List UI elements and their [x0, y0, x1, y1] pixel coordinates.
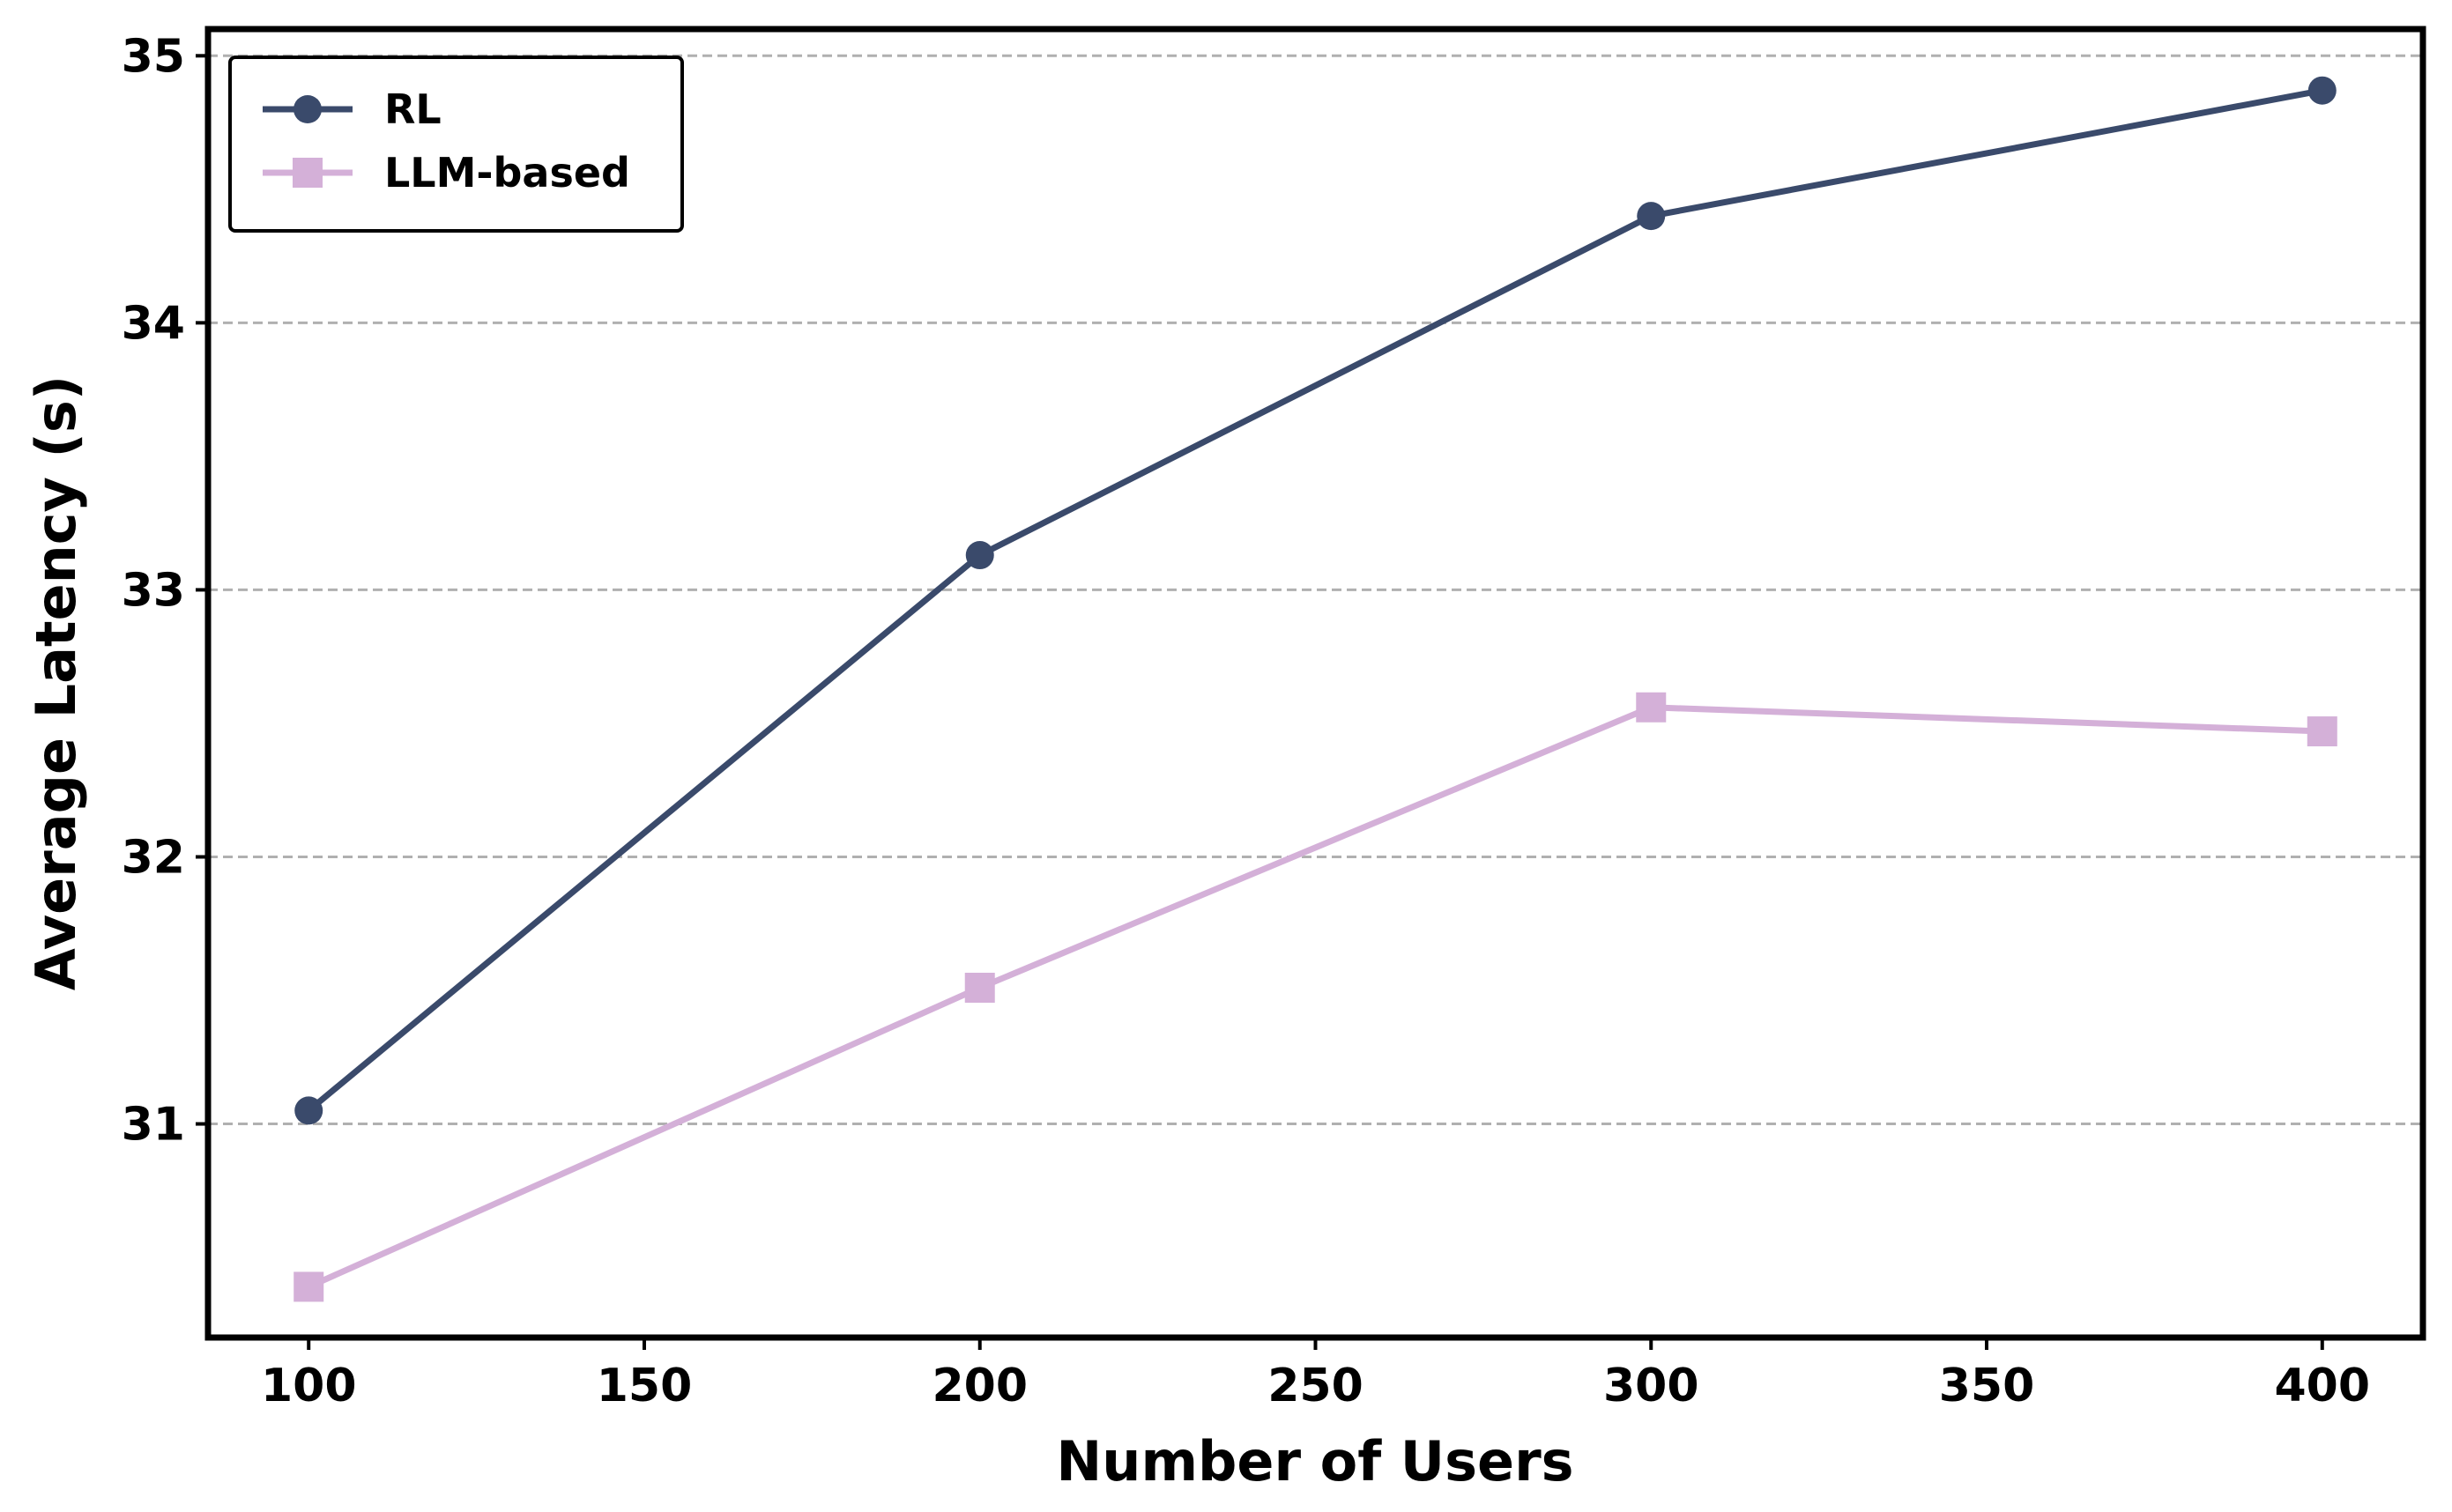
y-tick-label: 35 [122, 30, 185, 83]
legend: RL LLM-based [228, 56, 684, 233]
x-tick-label: 350 [1939, 1360, 2035, 1412]
data-point-llm-based [2307, 716, 2337, 747]
series-llm-based [293, 692, 2337, 1302]
x-tick-label: 300 [1603, 1360, 1699, 1412]
x-tick-label: 150 [597, 1360, 693, 1412]
series-layer [293, 76, 2337, 1302]
y-tick-label: 33 [122, 564, 185, 617]
y-tick-label: 34 [122, 297, 185, 350]
series-rl [294, 76, 2337, 1125]
data-point-rl [2307, 76, 2337, 105]
y-tick-label: 31 [122, 1099, 185, 1152]
x-tick-label: 250 [1267, 1360, 1363, 1412]
y-axis: 31 32 33 34 35 [122, 30, 208, 1152]
y-axis-title: Average Latency (s) [24, 375, 88, 990]
data-point-rl [1637, 202, 1666, 231]
series-line-rl [305, 87, 2326, 1114]
data-point-rl [294, 1096, 323, 1125]
grid [208, 54, 2423, 1126]
legend-label-llm-based: LLM-based [384, 149, 630, 196]
x-axis: 100 150 200 250 300 350 400 [261, 1338, 2370, 1412]
x-tick-label: 200 [932, 1360, 1028, 1412]
x-tick-label: 100 [261, 1360, 357, 1412]
legend-marker-rl [293, 95, 322, 123]
x-axis-title: Number of Users [1056, 1429, 1573, 1493]
legend-box [228, 56, 684, 233]
data-point-llm-based [1636, 692, 1667, 723]
y-tick-label: 32 [122, 831, 185, 884]
x-tick-label: 400 [2274, 1360, 2370, 1412]
data-point-rl [965, 541, 994, 570]
legend-marker-llm-based [293, 158, 323, 188]
legend-label-rl: RL [384, 85, 442, 133]
data-point-llm-based [964, 972, 995, 1003]
series-line-llm-based [305, 704, 2326, 1290]
data-point-llm-based [293, 1271, 324, 1302]
